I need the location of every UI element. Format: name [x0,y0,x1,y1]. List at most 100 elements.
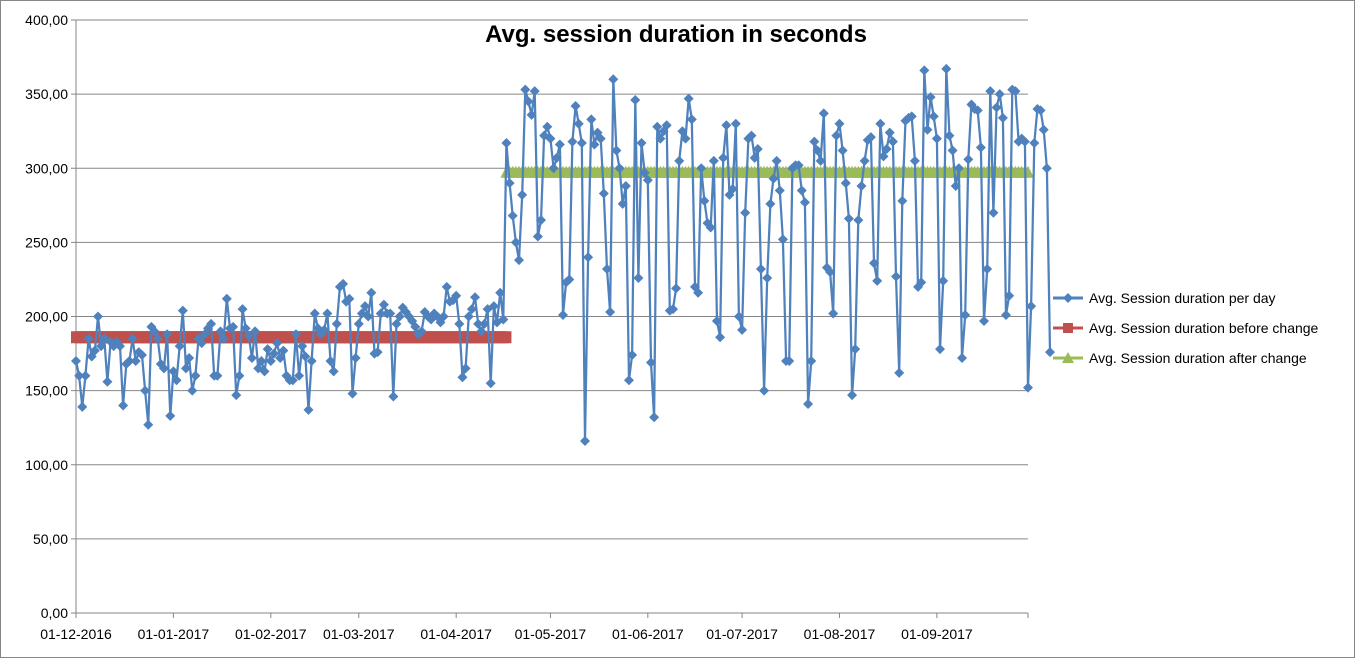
daily-point [674,155,685,166]
daily-point [319,324,330,335]
daily-point [378,299,389,310]
daily-point [843,213,854,224]
daily-point [906,111,917,122]
legend-label: Avg. Session duration after change [1089,350,1307,366]
daily-point [652,121,663,132]
daily-point [259,366,270,377]
daily-point [551,152,562,163]
daily-point [567,136,578,147]
daily-point [366,287,377,298]
daily-point [1035,105,1046,116]
daily-point [278,345,289,356]
daily-point [931,133,942,144]
daily-point [579,436,590,447]
daily-point [831,130,842,141]
daily-point [187,385,198,396]
x-tick-label: 01-12-2016 [40,626,112,642]
daily-point [228,321,239,332]
daily-point [887,136,898,147]
daily-point [290,329,301,340]
daily-point [928,111,939,122]
daily-point [256,355,267,366]
daily-point [636,138,647,149]
y-tick-label: 400,00 [25,12,68,28]
daily-point [165,410,176,421]
daily-point [639,167,650,178]
y-axis-ticks: 0,00 50,00 100,00 150,00 200,00 250,00 300,00 3… [25,12,76,621]
daily-point [102,376,113,387]
daily-point [92,311,103,322]
daily-point [140,385,151,396]
daily-point [749,152,760,163]
legend: Avg. Session duration per day Avg. Sessio… [1053,290,1319,366]
daily-point [309,308,320,319]
daily-point [463,311,474,322]
daily-point [589,139,600,150]
daily-point [127,333,138,344]
daily-point [988,207,999,218]
y-tick-label: 50,00 [33,531,68,547]
daily-point [894,367,905,378]
daily-point [495,287,506,298]
daily-point [718,152,729,163]
daily-point [586,114,597,125]
daily-point [847,390,858,401]
daily-point [834,118,845,129]
daily-point [944,130,955,141]
daily-point [947,145,958,156]
daily-point [611,145,622,156]
daily-point [536,215,547,226]
y-tick-label: 200,00 [25,309,68,325]
daily-point [476,326,487,337]
y-tick-label: 150,00 [25,383,68,399]
legend-marker [1063,293,1073,303]
x-tick-label: 01-02-2017 [235,626,307,642]
daily-point [677,126,688,137]
daily-point [479,318,490,329]
daily-point [960,310,971,321]
daily-point [825,267,836,278]
before-change-average-marker [501,331,512,344]
x-tick-label: 01-03-2017 [323,626,395,642]
daily-point [231,390,242,401]
daily-point [441,281,452,292]
daily-point [416,326,427,337]
daily-point [598,188,609,199]
daily-point [642,175,653,186]
daily-point [941,63,952,74]
daily-point [614,163,625,174]
daily-point [130,355,141,366]
daily-point [520,84,531,95]
daily-point [162,329,173,340]
daily-point [526,109,537,120]
daily-point [891,271,902,282]
daily-point [617,198,628,209]
daily-point [246,353,257,364]
daily-duration-line [74,67,1052,443]
daily-point [696,163,707,174]
daily-point [438,311,449,322]
daily-point [221,293,232,304]
daily-point [514,255,525,266]
daily-point [853,215,864,226]
daily-point [884,127,895,138]
daily-point [385,308,396,319]
daily-point [118,400,129,411]
x-tick-label: 01-01-2017 [138,626,210,642]
daily-point [554,139,565,150]
daily-point [557,310,568,321]
daily-point [297,341,308,352]
daily-point [916,277,927,288]
daily-point [699,195,710,206]
daily-point [149,326,160,337]
daily-point [620,181,631,192]
chart-title: Avg. session duration in seconds [485,21,867,48]
daily-point [174,341,185,352]
daily-point [759,385,770,396]
daily-point [488,301,499,312]
daily-point [605,307,616,318]
daily-point [661,120,672,131]
daily-point [768,173,779,184]
daily-point [755,264,766,275]
daily-point [708,155,719,166]
